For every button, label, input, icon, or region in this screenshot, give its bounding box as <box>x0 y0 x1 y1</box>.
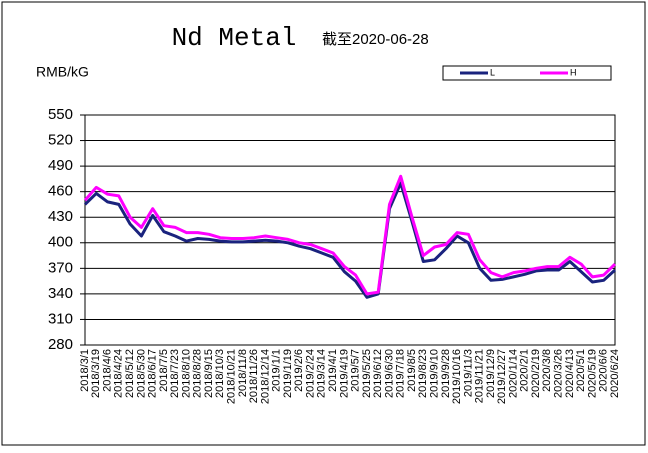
x-tick-label: 2019/11/21 <box>474 349 486 403</box>
x-tick-label: 2018/5/12 <box>124 349 136 398</box>
y-axis-label: RMB/kG <box>36 64 89 80</box>
plot-area <box>84 114 616 346</box>
x-tick-label: 2020/5/19 <box>586 349 598 398</box>
y-tick-label: 370 <box>48 259 73 276</box>
y-tick-label: 520 <box>48 132 73 149</box>
x-tick-label: 2018/4/6 <box>101 349 113 392</box>
chart-title: Nd Metal <box>172 23 297 53</box>
x-tick-label: 2020/2/19 <box>530 349 542 398</box>
y-tick-label: 280 <box>48 336 73 353</box>
x-tick-label: 2018/7/23 <box>169 349 181 398</box>
y-tick-label: 460 <box>48 183 73 200</box>
x-tick-label: 2018/6/17 <box>147 349 159 398</box>
x-tick-label: 2020/3/26 <box>553 349 565 398</box>
x-tick-label: 2019/11/3 <box>462 349 474 397</box>
legend <box>442 65 612 81</box>
x-tick-label: 2019/6/12 <box>372 349 384 398</box>
x-tick-label: 2020/3/8 <box>541 349 553 392</box>
x-tick-label: 2019/1/1 <box>271 349 283 392</box>
x-tick-label: 2019/2/6 <box>293 349 305 392</box>
series-line <box>83 181 617 299</box>
x-tick-label: 2018/3/19 <box>90 349 102 398</box>
series-line <box>83 174 617 296</box>
x-tick-label: 2018/12/14 <box>259 349 271 404</box>
x-tick-label: 2018/8/28 <box>192 349 204 398</box>
x-tick-label: 2019/8/5 <box>406 349 418 392</box>
legend-label: L <box>490 67 495 77</box>
x-tick-label: 2018/4/24 <box>113 349 125 398</box>
x-tick-label: 2018/3/1 <box>79 349 91 392</box>
x-tick-label: 2020/5/1 <box>575 349 587 392</box>
x-tick-label: 2020/6/24 <box>609 349 621 398</box>
x-tick-label: 2018/11/26 <box>248 349 260 403</box>
x-tick-label: 2018/11/8 <box>237 349 249 397</box>
x-tick-label: 2019/5/7 <box>350 349 362 392</box>
x-tick-label: 2018/9/15 <box>203 349 215 398</box>
y-tick-label: 340 <box>48 285 73 302</box>
y-tick-label: 490 <box>48 157 73 174</box>
x-tick-label: 2019/6/30 <box>383 349 395 398</box>
x-tick-label: 2020/6/6 <box>598 349 610 392</box>
x-tick-label: 2019/9/28 <box>440 349 452 398</box>
x-tick-label: 2019/3/14 <box>316 349 328 398</box>
x-tick-label: 2018/7/5 <box>158 349 170 392</box>
x-tick-label: 2019/12/9 <box>485 349 497 398</box>
x-tick-label: 2019/5/25 <box>361 349 373 398</box>
legend-label: H <box>570 67 577 77</box>
x-tick-label: 2018/10/3 <box>214 349 226 398</box>
x-tick-label: 2018/8/10 <box>180 349 192 398</box>
x-tick-label: 2020/2/1 <box>519 349 531 392</box>
x-tick-label: 2019/12/27 <box>496 349 508 404</box>
x-tick-label: 2019/1/19 <box>282 349 294 398</box>
x-tick-label: 2019/4/1 <box>327 349 339 392</box>
x-tick-label: 2018/5/30 <box>135 349 147 398</box>
x-tick-label: 2019/4/19 <box>338 349 350 398</box>
y-tick-label: 430 <box>48 208 73 225</box>
x-tick-label: 2018/10/21 <box>226 349 238 404</box>
y-tick-label: 310 <box>48 310 73 327</box>
x-tick-label: 2019/10/16 <box>451 349 463 404</box>
x-tick-label: 2019/2/24 <box>304 349 316 398</box>
x-tick-label: 2020/1/14 <box>507 349 519 398</box>
y-tick-label: 550 <box>48 106 73 123</box>
x-tick-label: 2020/4/13 <box>564 349 576 398</box>
y-tick-label: 400 <box>48 234 73 251</box>
chart-subtitle: 截至2020-06-28 <box>322 31 429 48</box>
x-tick-label: 2019/9/10 <box>428 349 440 398</box>
x-tick-label: 2019/7/18 <box>395 349 407 398</box>
x-tick-label: 2019/8/23 <box>417 349 429 398</box>
